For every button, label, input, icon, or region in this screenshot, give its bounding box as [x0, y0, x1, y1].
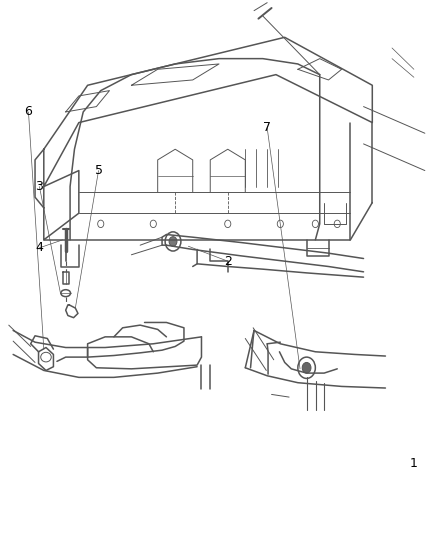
Text: 1: 1	[410, 457, 418, 470]
Text: 7: 7	[263, 122, 271, 134]
Text: 3: 3	[35, 180, 43, 193]
Text: 2: 2	[224, 255, 232, 268]
Text: 5: 5	[95, 164, 102, 177]
Circle shape	[302, 362, 311, 373]
Circle shape	[169, 237, 177, 246]
Text: 6: 6	[25, 106, 32, 118]
Text: 4: 4	[35, 241, 43, 254]
